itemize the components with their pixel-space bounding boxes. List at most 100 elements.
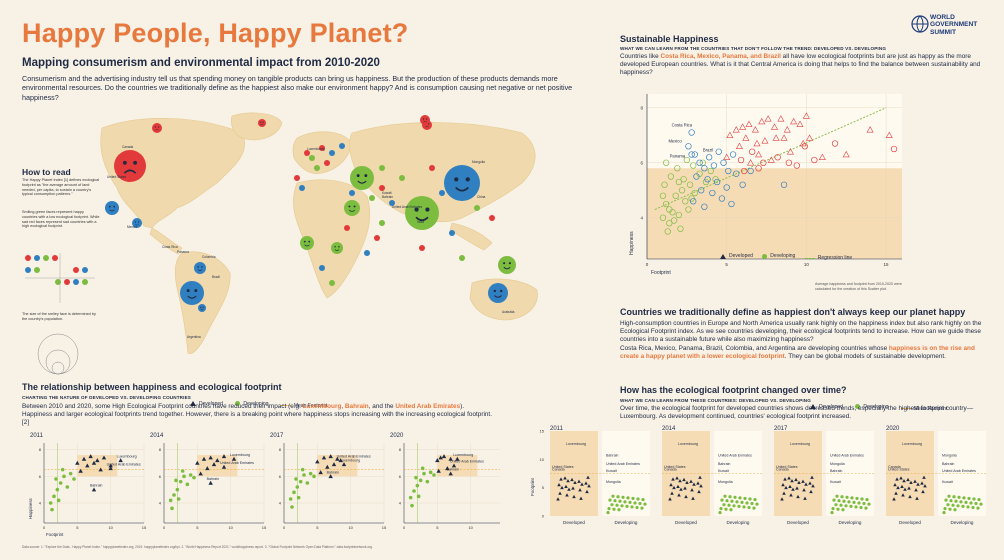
data-point-triangle [675,476,679,480]
data-point [52,494,56,499]
map-dot [379,165,385,171]
data-point [305,481,310,485]
data-point [710,162,718,169]
data-point-triangle [577,479,581,483]
legend-dot [43,255,49,261]
data-point-triangle [685,480,689,485]
relationship-legend: Developed Developing Mean Footprint [190,393,335,411]
legend-dot [25,255,31,261]
panel-title: 2011 [30,433,44,439]
data-point-triangle [811,484,815,488]
data-point [850,496,854,500]
data-point [312,474,316,479]
point-label: United Arab Emirates [942,469,976,473]
data-point [976,506,980,510]
data-point [857,501,861,505]
x-tick-label: 15 [262,525,267,530]
data-point [946,503,950,507]
data-point [626,496,630,500]
map-dot [419,245,425,251]
data-point-triangle [916,482,920,486]
map-dot [369,195,375,201]
point-label: Luxembourg [230,453,250,457]
smiley-face-icon [331,242,343,254]
data-point [760,159,767,166]
data-point [308,471,313,476]
data-point [638,501,642,506]
map-dot [399,175,405,181]
page-title: Happy People, Happy Planet? [22,18,409,48]
data-point [294,477,298,481]
data-point [748,497,752,501]
data-point [719,507,723,511]
data-point [890,145,898,153]
data-point [296,495,301,500]
traditional-heading: Countries we traditionally define as hap… [620,307,966,317]
map-country-label: United States [107,175,127,179]
data-point [50,507,54,512]
point-label: Kuwait [830,480,841,484]
data-point-triangle [331,462,337,467]
data-point-triangle [794,477,798,482]
data-point [740,500,744,504]
data-point-triangle [804,482,808,486]
map-dot [374,235,380,241]
data-point [723,184,730,191]
x-tick-label: 0 [646,262,649,267]
data-point [701,165,708,172]
legend-dot [55,279,61,285]
data-point [662,159,670,166]
data-point [635,505,639,510]
smiley-face-icon [152,123,162,133]
data-point [735,500,739,504]
point-label: Luxembourg [566,442,586,446]
europe-shape [292,131,353,174]
y-tick-label: 10 [540,457,545,462]
point-label: United States [664,465,686,469]
point-label: Canada [552,468,565,472]
legend-dashed-line-icon [900,408,911,409]
data-point-triangle [118,458,123,463]
data-point [842,499,846,503]
data-point [845,495,849,499]
panel-year-title: 2014 [662,426,676,432]
data-point-triangle [91,487,97,492]
x-tick-label: 5 [76,525,79,530]
map-dot [339,143,345,149]
sustainable-paragraph: Countries like Costa Rica, Mexico, Panam… [620,53,981,77]
smiley-face-icon [105,201,119,215]
data-point-triangle [211,462,217,467]
data-point [661,181,668,188]
smiley-face-icon [180,281,204,305]
data-point [693,173,700,180]
data-point [967,496,971,501]
data-point [631,496,635,501]
sustainable-note: Average happiness and footprint from 201… [815,282,902,291]
data-point [793,162,800,169]
data-point [685,206,692,213]
data-point-triangle [909,480,913,485]
data-point [729,151,737,158]
highlight-band [647,168,902,259]
data-point [630,505,634,509]
data-point [831,507,835,511]
data-point [428,470,433,475]
map-dot [319,145,325,151]
point-label: Bahrain [327,470,339,474]
data-point [408,495,413,500]
data-point [621,495,625,499]
data-point [801,143,808,150]
data-point [410,503,414,508]
data-point [682,198,689,205]
data-point [675,211,683,219]
data-point [192,475,196,480]
page-subtitle: Mapping consumerism and environmental im… [22,57,380,69]
x-axis-label: Footprint [46,532,64,537]
legend-dot [25,267,31,273]
data-point-triangle [78,468,83,473]
data-point-triangle [573,480,577,485]
map-country-label: India [417,220,424,224]
smiley-face-icon [194,262,206,274]
y-tick-label: 4 [640,215,643,220]
legend-dashed-line-icon [804,257,815,259]
